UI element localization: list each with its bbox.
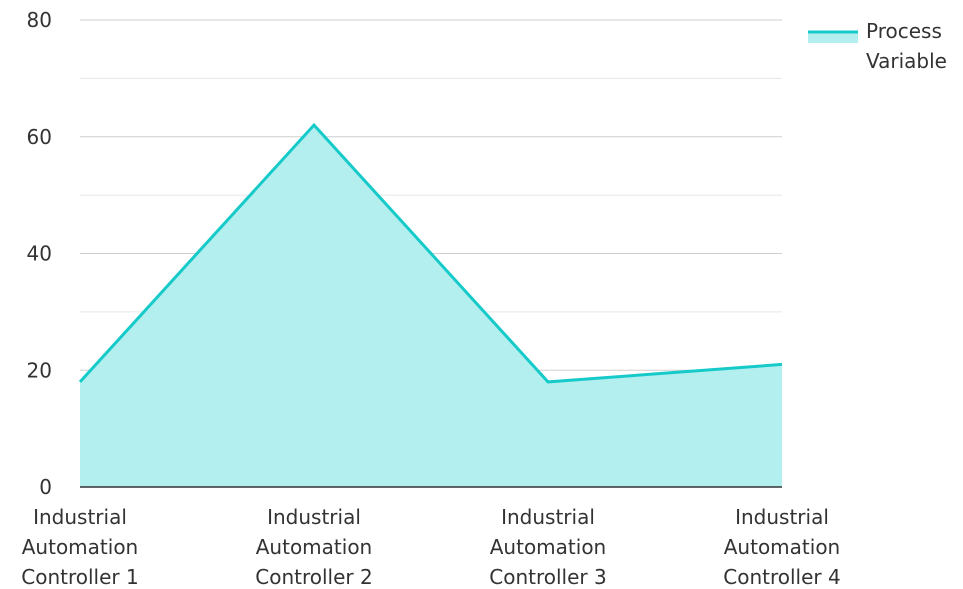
series-line (78, 122, 783, 384)
legend-label: Process (866, 19, 942, 43)
y-tick-label: 60 (27, 125, 52, 149)
x-tick-label-line: Industrial (735, 505, 829, 529)
series-area-fill (80, 125, 782, 487)
x-tick-label-line: Automation (22, 535, 138, 559)
x-tick-label-line: Controller 1 (21, 565, 138, 589)
x-tick-label-line: Controller 2 (255, 565, 372, 589)
legend-label: Variable (866, 49, 947, 73)
y-tick-label: 40 (27, 242, 52, 266)
x-tick-label-line: Industrial (267, 505, 361, 529)
plot-area (78, 122, 783, 487)
x-tick-label-line: Industrial (501, 505, 595, 529)
x-tick-label-2: Industrial Automation Controller 2 (255, 505, 372, 589)
x-tick-label-line: Automation (490, 535, 606, 559)
x-tick-label-1: Industrial Automation Controller 1 (21, 505, 138, 589)
legend: Process Variable (808, 19, 947, 73)
legend-swatch-fill (808, 33, 858, 43)
x-tick-label-4: Industrial Automation Controller 4 (723, 505, 840, 589)
y-tick-label: 80 (27, 8, 52, 32)
y-axis-ticks: 0 20 40 60 80 (27, 8, 52, 499)
x-tick-label-line: Controller 3 (489, 565, 606, 589)
x-tick-label-line: Controller 4 (723, 565, 840, 589)
y-tick-label: 0 (39, 475, 52, 499)
x-tick-label-3: Industrial Automation Controller 3 (489, 505, 606, 589)
y-tick-label: 20 (27, 358, 52, 382)
x-tick-label-line: Industrial (33, 505, 127, 529)
x-tick-label-line: Automation (724, 535, 840, 559)
x-tick-label-line: Automation (256, 535, 372, 559)
